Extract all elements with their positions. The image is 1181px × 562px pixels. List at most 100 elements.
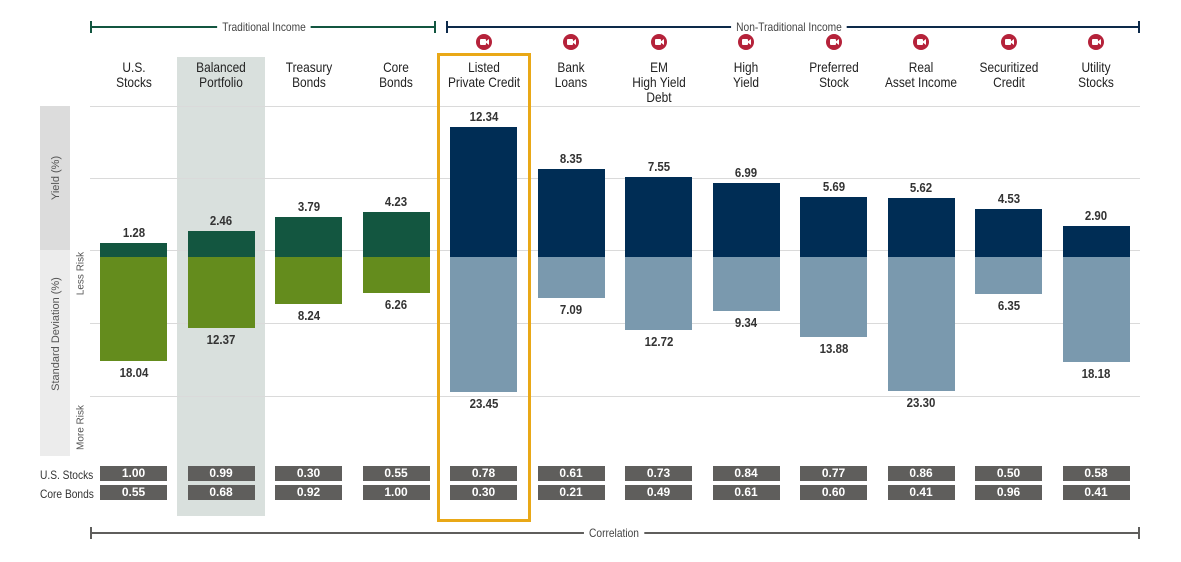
correlation-cell-core-bonds: 1.00 [362,485,430,500]
std-dev-value-label: 8.24 [297,308,320,324]
yield-bar-listed-private-credit [450,126,517,257]
video-icon[interactable] [738,34,754,50]
yield-value-label: 4.23 [384,194,408,210]
yield-bar-treasury-bonds [275,217,342,257]
correlation-row-label-us-stocks: U.S. Stocks [40,468,94,482]
column-header-securitized-credit: Securitized Credit [979,59,1038,90]
video-icon[interactable] [825,34,842,50]
column-header-high-yield: High Yield [732,59,760,90]
correlation-cell-u-s-stocks: 0.55 [362,466,430,481]
std-dev-axis-label: Standard Deviation (%) [50,277,62,391]
correlation-cell-core-bonds: 0.49 [625,485,692,500]
correlation-cell-core-bonds: 0.41 [1062,485,1130,500]
traditional-bracket-tick-left [90,21,92,33]
yield-value-label: 4.53 [997,191,1020,207]
std-dev-bar-preferred-stock [800,257,867,337]
std-dev-value-label: 6.26 [384,297,408,313]
non-traditional-bracket-tick-right [1138,21,1140,33]
correlation-cell-u-s-stocks: 0.30 [275,466,342,481]
correlation-cell-core-bonds: 0.30 [450,485,517,500]
yield-value-label: 1.28 [122,225,145,241]
std-dev-value-label: 23.45 [469,396,498,412]
column-header-u-s-stocks: U.S. Stocks [115,59,152,90]
yield-bar-real-asset-income [887,197,955,257]
video-icon[interactable] [913,34,929,50]
std-dev-value-label: 23.30 [906,395,936,411]
yield-value-label: 3.79 [297,199,320,214]
std-dev-value-label: 13.88 [819,340,848,356]
gridline [90,106,1140,107]
yield-value-label: 5.62 [909,179,933,195]
std-dev-bar-balanced-portfolio [187,257,255,329]
std-dev-value-label: 6.35 [997,297,1020,313]
correlation-row-label-core-bonds: Core Bonds [40,487,94,501]
column-header-utility-stocks: Utility Stocks [1078,59,1114,90]
correlation-cell-u-s-stocks: 0.84 [712,466,780,481]
gridline [90,250,1140,251]
yield-bar-bank-loans [537,168,605,257]
correlation-cell-u-s-stocks: 1.00 [100,466,167,481]
video-icon[interactable] [650,34,667,50]
yield-value-label: 6.99 [734,165,758,181]
yield-bar-em-high-yield-debt [625,177,692,257]
yield-bar-utility-stocks [1062,226,1130,257]
less-risk-label: Less Risk [75,251,87,296]
correlation-cell-core-bonds: 0.60 [800,485,867,500]
correlation-cell-core-bonds: 0.96 [975,485,1042,500]
correlation-cell-core-bonds: 0.55 [100,485,167,500]
correlation-cell-core-bonds: 0.61 [712,485,780,500]
std-dev-axis-block [40,250,70,456]
std-dev-value-label: 9.34 [734,314,758,330]
video-icon[interactable] [1088,34,1104,50]
std-dev-bar-listed-private-credit [450,257,517,393]
std-dev-bar-em-high-yield-debt [625,257,692,331]
yield-bar-balanced-portfolio [187,231,255,257]
column-header-treasury-bonds: Treasury Bonds [285,59,332,90]
yield-value-label: 2.90 [1084,208,1108,224]
std-dev-bar-bank-loans [537,257,605,298]
yield-value-label: 8.35 [559,150,583,166]
video-icon[interactable] [475,34,492,50]
non-traditional-income-label: Non-Traditional Income [731,20,847,34]
gridline [90,396,1140,397]
std-dev-value-label: 7.09 [559,301,583,317]
listed-private-credit-highlight [437,53,531,522]
std-dev-bar-utility-stocks [1062,257,1130,362]
non-traditional-bracket-tick-left [446,21,448,33]
column-header-preferred-stock: Preferred Stock [808,59,859,90]
correlation-label: Correlation [583,526,645,540]
yield-axis-label: Yield (%) [50,155,62,201]
yield-axis-block [40,106,70,250]
std-dev-value-label: 18.04 [119,364,148,380]
correlation-cell-core-bonds: 0.68 [187,485,255,500]
std-dev-bar-high-yield [712,257,780,311]
yield-bar-securitized-credit [975,209,1042,257]
yield-bar-core-bonds [362,212,430,257]
yield-bar-preferred-stock [800,196,867,257]
column-header-balanced-portfolio: Balanced Portfolio [196,59,246,90]
std-dev-bar-u-s-stocks [100,257,167,361]
gridline [90,323,1140,324]
correlation-cell-u-s-stocks: 0.99 [187,466,255,481]
yield-value-label: 2.46 [209,213,233,229]
yield-value-label: 7.55 [647,159,670,175]
yield-value-label: 12.34 [469,108,498,124]
video-icon[interactable] [563,34,579,50]
column-header-real-asset-income: Real Asset Income [884,59,958,90]
std-dev-value-label: 12.37 [206,332,236,348]
column-header-em-high-yield-debt: EM High Yield Debt [631,59,686,105]
correlation-cell-u-s-stocks: 0.77 [800,466,867,481]
column-header-core-bonds: Core Bonds [379,59,413,90]
std-dev-bar-core-bonds [362,257,430,294]
correlation-cell-u-s-stocks: 0.61 [537,466,605,481]
correlation-cell-core-bonds: 0.21 [537,485,605,500]
column-header-bank-loans: Bank Loans [554,59,588,90]
correlation-cell-core-bonds: 0.41 [887,485,955,500]
video-icon[interactable] [1000,34,1017,50]
yield-value-label: 5.69 [822,178,845,194]
correlation-bracket-tick-left [90,527,92,539]
correlation-bracket-tick-right [1138,527,1140,539]
correlation-cell-u-s-stocks: 0.78 [450,466,517,481]
correlation-cell-u-s-stocks: 0.58 [1062,466,1130,481]
traditional-income-label: Traditional Income [217,20,311,34]
